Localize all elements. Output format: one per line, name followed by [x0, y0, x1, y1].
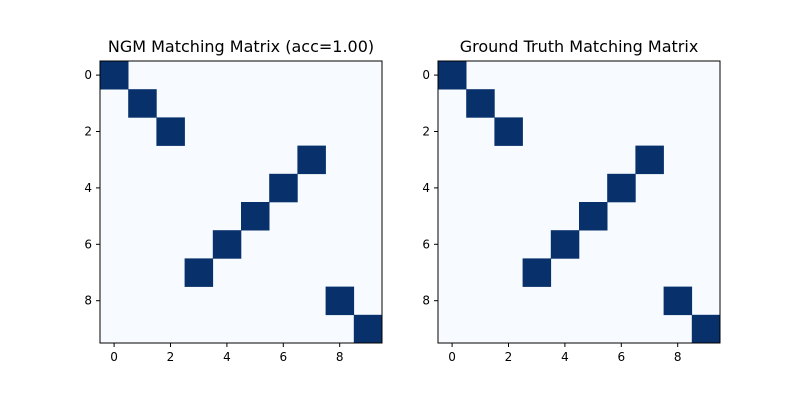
ngm-ytick-label-0: 0: [84, 68, 92, 82]
gt-xtick-label-2: 2: [505, 350, 513, 364]
gt-axes-frame: [437, 60, 721, 344]
gt-match-cell-2-2: [494, 117, 523, 146]
ngm-match-cell-6-4: [212, 230, 242, 259]
ngm-ytick-label-2: 2: [84, 125, 92, 139]
gt-ytick-label-0: 0: [422, 68, 430, 82]
ngm-match-cell-9-9: [353, 314, 383, 344]
gt-ytick-label-6: 6: [422, 237, 430, 251]
ngm-xtick-label-2: 2: [167, 350, 175, 364]
gt-match-cell-5-5: [579, 202, 608, 231]
ngm-match-cell-7-3: [184, 258, 214, 287]
gt-match-cell-6-4: [550, 230, 580, 259]
ngm-ytick-label-6: 6: [84, 237, 92, 251]
gt-xtick-label-4: 4: [561, 350, 569, 364]
ngm-match-cell-3-7: [297, 145, 326, 175]
gt-ytick-label-2: 2: [422, 125, 430, 139]
gt-match-cell-4-6: [607, 173, 636, 203]
gt-xtick-label-8: 8: [674, 350, 682, 364]
ground-truth-matrix-title: Ground Truth Matching Matrix: [460, 37, 699, 56]
ngm-matrix-plot: 0 2 4 6 8 0 2 4 6 8: [84, 60, 383, 364]
ngm-match-cell-0-0: [100, 61, 129, 90]
ground-truth-matrix-plot: 0 2 4 6 8 0 2 4 6 8: [422, 60, 721, 364]
ngm-ytick-label-4: 4: [84, 181, 92, 195]
ngm-match-cell-4-6: [269, 173, 298, 203]
ngm-match-cell-2-2: [156, 117, 185, 146]
ngm-xtick-label-4: 4: [223, 350, 231, 364]
gt-match-cell-1-1: [466, 89, 495, 118]
ngm-match-cell-8-8: [325, 286, 355, 316]
gt-xtick-label-6: 6: [617, 350, 625, 364]
ngm-match-cell-5-5: [241, 202, 270, 231]
ngm-axes-frame: [99, 60, 383, 344]
gt-match-cell-0-0: [438, 61, 467, 90]
ngm-match-cell-1-1: [128, 89, 157, 118]
gt-ytick-label-4: 4: [422, 181, 430, 195]
gt-match-cell-8-8: [663, 286, 693, 316]
ngm-ytick-label-8: 8: [84, 294, 92, 308]
gt-match-cell-3-7: [635, 145, 664, 175]
gt-ytick-label-8: 8: [422, 294, 430, 308]
ngm-xtick-label-8: 8: [336, 350, 344, 364]
gt-match-cell-9-9: [691, 314, 721, 344]
ngm-xtick-label-6: 6: [279, 350, 287, 364]
ngm-matrix-title: NGM Matching Matrix (acc=1.00): [108, 37, 374, 56]
gt-xtick-label-0: 0: [448, 350, 456, 364]
ground-truth-matrix-panel: Ground Truth Matching Matrix 0 2 4 6 8 0 2 4 6 8: [422, 37, 721, 364]
ngm-matrix-panel: NGM Matching Matrix (acc=1.00) 0 2 4 6 8 0 2 4 6…: [84, 37, 383, 364]
gt-match-cell-7-3: [522, 258, 552, 287]
ngm-xtick-label-0: 0: [110, 350, 118, 364]
